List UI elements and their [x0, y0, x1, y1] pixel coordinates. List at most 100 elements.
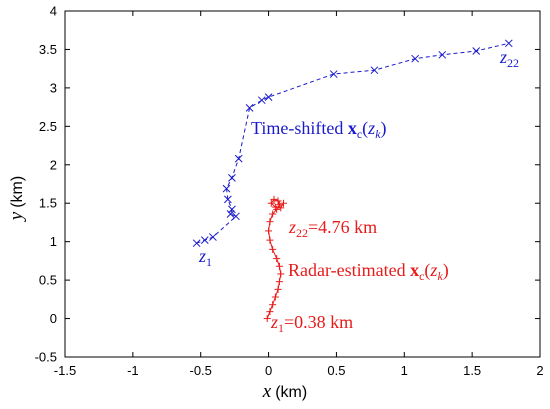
y-tick-label: 3.5	[39, 42, 57, 57]
data-point	[271, 203, 279, 211]
y-axis-symbol: y	[6, 211, 27, 222]
data-point	[269, 301, 277, 309]
red-end-label: z22=4.76 km	[288, 217, 377, 240]
x-tick-label: -1.5	[54, 363, 76, 378]
blue-start-label: z1	[198, 246, 212, 269]
data-point	[275, 262, 283, 270]
data-point	[267, 199, 275, 207]
data-point	[266, 308, 274, 316]
red-end-value: =4.76 km	[308, 217, 377, 237]
x-tick-label: 1	[401, 363, 408, 378]
data-point	[209, 233, 217, 241]
red-start-label: z1=0.38 km	[270, 312, 353, 335]
data-point	[200, 236, 209, 244]
y-axis-label: y (km)	[6, 176, 27, 222]
blue-label-text: Time-shifted	[251, 118, 348, 138]
data-point	[438, 50, 447, 59]
blue-end-symbol: z	[499, 47, 507, 67]
series-line	[196, 42, 509, 244]
blue-series-label: Time-shifted xc(zk)	[251, 118, 387, 141]
data-point	[266, 218, 274, 226]
data-point	[270, 195, 278, 203]
data-point	[269, 245, 277, 253]
x-tick-label: 0.5	[327, 363, 345, 378]
blue-start-symbol: z	[198, 246, 206, 266]
y-tick-label: 4	[50, 4, 57, 19]
data-point	[370, 66, 379, 75]
data-point	[504, 39, 513, 48]
red-label-open: (	[424, 260, 430, 281]
series-1	[192, 39, 513, 248]
series-line	[266, 198, 284, 319]
blue-label-bold: x	[348, 118, 357, 138]
red-end-sub: 22	[296, 226, 308, 240]
data-point	[273, 255, 281, 263]
blue-label-open: (	[362, 118, 368, 139]
y-tick-label: 0	[50, 311, 57, 326]
red-start-symbol: z	[270, 312, 278, 332]
x-axis-ticks: -1.5 -1 -0.5 0 0.5 1 1.5 2	[54, 11, 544, 378]
data-point	[275, 278, 283, 286]
data-point	[274, 285, 282, 293]
x-tick-label: 0	[265, 363, 272, 378]
data-point	[263, 315, 271, 323]
y-tick-label: 1	[50, 234, 57, 249]
data-point	[280, 199, 287, 207]
blue-label-close: )	[381, 118, 387, 139]
data-point	[277, 204, 285, 212]
red-label-bold-sub: c	[419, 269, 424, 283]
data-point	[192, 239, 201, 248]
plot-border	[64, 10, 541, 358]
data-point	[274, 197, 282, 205]
blue-start-sub: 1	[206, 255, 212, 269]
red-start-sub: 1	[278, 321, 284, 335]
data-point	[228, 205, 236, 214]
y-axis-unit: (km)	[9, 176, 26, 208]
x-axis-unit: (km)	[275, 384, 307, 401]
x-axis-label: x (km)	[262, 381, 307, 402]
data-point	[271, 293, 279, 301]
y-tick-label: 1.5	[39, 196, 57, 211]
red-label-arg: z	[429, 260, 437, 280]
data-point	[222, 184, 231, 193]
data-point	[245, 104, 254, 112]
blue-end-label: z22	[499, 47, 519, 70]
data-point	[234, 154, 243, 163]
red-start-value: =0.38 km	[284, 312, 353, 332]
blue-label-arg-sub: k	[375, 127, 381, 141]
x-axis-symbol: x	[262, 381, 272, 402]
data-point	[275, 201, 283, 209]
red-label-bold: x	[410, 260, 419, 280]
data-point	[269, 210, 277, 218]
plot-frame	[64, 10, 541, 358]
data-point	[411, 54, 419, 63]
red-label-close: )	[443, 260, 449, 281]
data-point	[226, 210, 235, 218]
data-point	[472, 47, 481, 55]
x-tick-label: -1	[127, 363, 139, 378]
data-point	[257, 96, 266, 105]
y-tick-label: 2	[50, 157, 57, 172]
data-point	[228, 173, 236, 182]
plot-series	[192, 39, 513, 323]
series-2	[263, 195, 287, 323]
data-point	[266, 236, 274, 244]
red-label-text: Radar-estimated	[288, 260, 410, 280]
data-point	[264, 93, 273, 101]
blue-end-sub: 22	[507, 56, 519, 70]
red-label-arg-sub: k	[437, 269, 443, 283]
x-tick-label: 1.5	[463, 363, 481, 378]
x-tick-label: -0.5	[190, 363, 212, 378]
y-axis-ticks: -0.5 0 0.5 1 1.5 2 2.5 3 3.5 4	[35, 4, 540, 365]
data-point	[265, 227, 273, 235]
blue-label-arg: z	[367, 118, 375, 138]
y-tick-label: 0.5	[39, 273, 57, 288]
y-tick-label: 2.5	[39, 119, 57, 134]
data-point	[277, 270, 285, 278]
red-end-symbol: z	[288, 217, 296, 237]
data-point	[224, 195, 232, 204]
data-point	[329, 70, 338, 78]
blue-label-bold-sub: c	[357, 127, 362, 141]
x-tick-label: 2	[536, 363, 543, 378]
